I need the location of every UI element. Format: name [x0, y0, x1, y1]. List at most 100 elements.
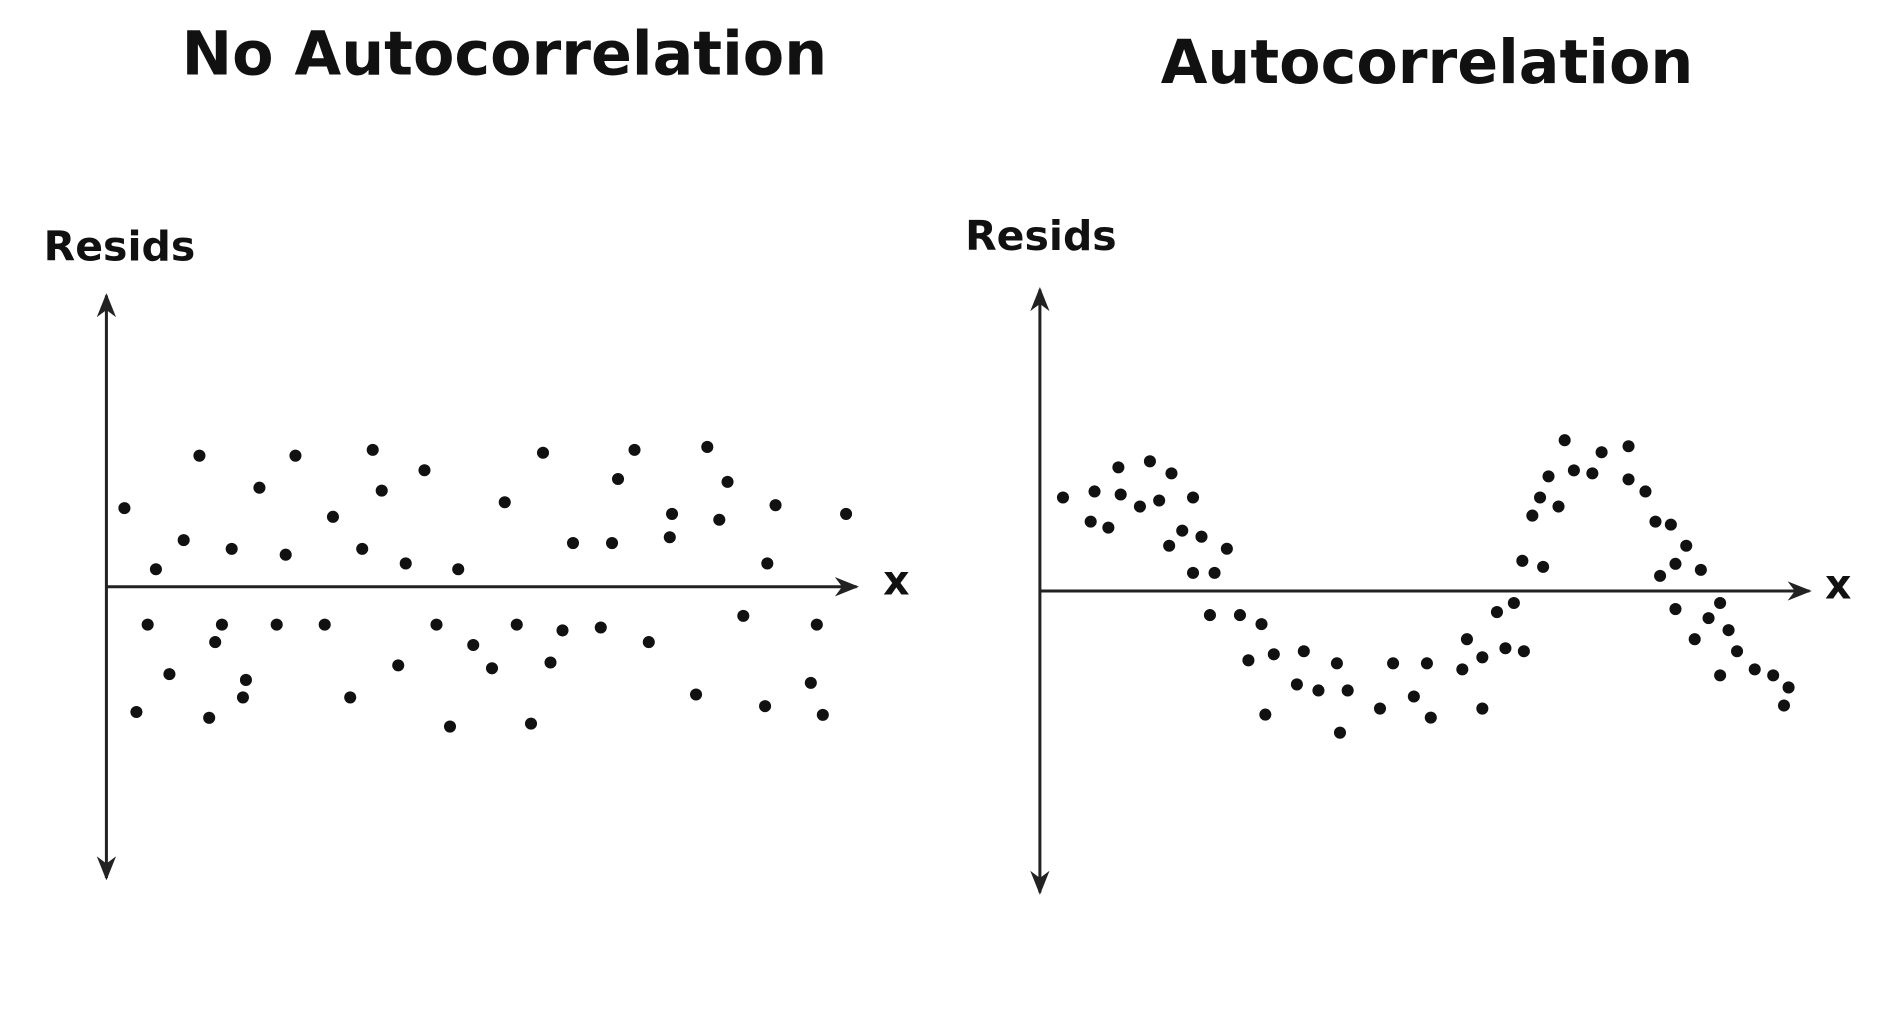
point	[1730, 645, 1744, 658]
point	[193, 449, 206, 462]
point	[1143, 455, 1156, 468]
point	[149, 563, 162, 576]
point	[1649, 515, 1662, 528]
point	[1330, 657, 1343, 670]
point	[326, 510, 339, 523]
point	[810, 618, 823, 631]
point	[816, 708, 829, 721]
point	[566, 537, 580, 550]
point	[1102, 521, 1115, 534]
point	[163, 668, 176, 681]
point	[1420, 657, 1433, 670]
point	[209, 636, 222, 649]
point	[721, 475, 734, 488]
point	[1722, 624, 1735, 637]
point	[759, 700, 772, 713]
point	[1714, 669, 1727, 682]
point	[430, 618, 443, 631]
point	[1516, 554, 1529, 567]
point	[366, 443, 379, 456]
point	[118, 502, 131, 515]
point	[318, 618, 331, 631]
point	[1387, 657, 1400, 670]
point	[1714, 596, 1727, 610]
point	[769, 499, 782, 512]
point	[666, 507, 679, 520]
chart-title: Autocorrelation	[1161, 28, 1694, 98]
point	[1460, 633, 1473, 646]
point	[1220, 542, 1233, 555]
point	[1056, 491, 1070, 504]
point	[1748, 663, 1761, 676]
point	[498, 496, 511, 509]
point	[1476, 651, 1489, 664]
point	[1702, 612, 1715, 625]
point	[1782, 681, 1795, 694]
point	[215, 618, 228, 631]
y-axis-label: Resids	[965, 212, 1117, 260]
point	[418, 464, 431, 477]
point	[1456, 663, 1469, 676]
point	[1242, 654, 1255, 667]
point	[1297, 645, 1310, 658]
point	[1537, 560, 1550, 573]
point	[1165, 467, 1178, 480]
point	[690, 688, 703, 701]
point	[392, 659, 405, 672]
point	[1084, 515, 1097, 528]
point	[1777, 699, 1790, 712]
point	[399, 557, 412, 570]
point	[1567, 464, 1580, 477]
point	[1622, 440, 1635, 453]
point	[713, 513, 726, 526]
point	[1153, 494, 1166, 507]
point	[1088, 485, 1101, 498]
point	[225, 542, 238, 555]
point	[611, 472, 625, 486]
point	[239, 673, 252, 686]
point	[1203, 609, 1216, 622]
point	[1586, 467, 1599, 480]
point	[1517, 645, 1530, 658]
point	[510, 618, 523, 631]
point	[628, 443, 641, 456]
point	[141, 618, 154, 631]
chart-title: No Autocorrelation	[182, 19, 827, 89]
point	[1490, 606, 1503, 619]
point	[1534, 491, 1547, 504]
point	[1767, 669, 1780, 682]
point	[737, 609, 750, 622]
point	[605, 537, 619, 550]
point	[1112, 461, 1125, 474]
point	[130, 705, 143, 719]
point	[356, 542, 369, 555]
point	[1664, 518, 1677, 531]
point	[1507, 596, 1520, 610]
point	[1476, 702, 1489, 715]
point	[1669, 603, 1682, 616]
y-axis-label: Resids	[44, 223, 196, 271]
point	[1694, 563, 1707, 576]
point	[1176, 524, 1189, 537]
point	[1622, 473, 1635, 486]
point	[279, 548, 292, 561]
point	[443, 720, 457, 733]
point	[1233, 609, 1246, 622]
point	[270, 618, 283, 631]
point	[1558, 434, 1571, 447]
point	[1133, 500, 1146, 513]
point	[375, 484, 388, 497]
point	[485, 662, 499, 675]
point	[1680, 539, 1693, 552]
x-axis-label: x	[883, 557, 909, 605]
point	[1595, 446, 1608, 459]
point	[1373, 702, 1387, 715]
point	[840, 507, 853, 520]
point	[1267, 648, 1280, 661]
point	[1114, 488, 1127, 501]
point	[761, 557, 774, 570]
point	[1186, 491, 1200, 504]
point	[1208, 566, 1221, 579]
point	[452, 563, 465, 576]
